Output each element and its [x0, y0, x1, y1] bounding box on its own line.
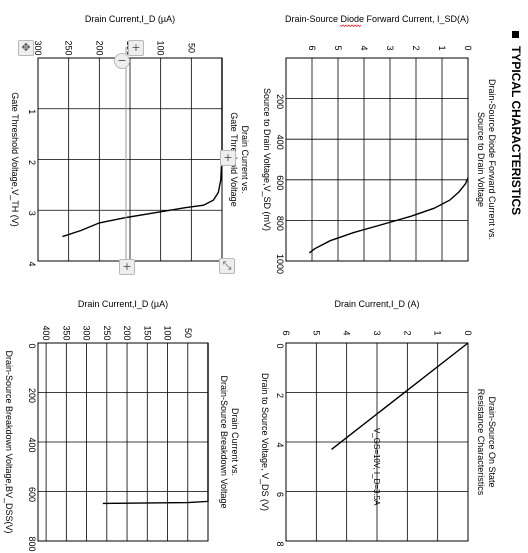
x-tick-label: 800 [27, 536, 37, 551]
x-tick-label: 4 [27, 261, 37, 266]
y-axis-label: Drain-Source Diode Forward Current, I_SD… [285, 14, 469, 24]
x-tick-label: 200 [275, 94, 285, 109]
y-tick-label: 50 [186, 43, 196, 53]
chart-title: Drain-Source Breakdown Voltage [219, 375, 229, 508]
x-tick-label: 4 [275, 442, 285, 447]
chart-title: Drain-Source Diode Forward Current vs. [487, 79, 497, 240]
x-tick-label: 2 [27, 160, 37, 165]
chart-title: Source to Drain Voltage [476, 112, 486, 207]
zoom-in-button[interactable]: + [128, 40, 144, 56]
y-tick-label: 250 [102, 325, 112, 340]
y-tick-label: 1 [437, 45, 447, 50]
y-tick-label: 100 [163, 325, 173, 340]
y-tick-label: 2 [402, 330, 412, 335]
x-axis-label: Source to Drain Voltage,V_SD (mV) [262, 88, 272, 231]
y-tick-label: 300 [82, 325, 92, 340]
x-tick-label: 400 [275, 135, 285, 150]
y-tick-label: 1 [433, 330, 443, 335]
add-point-button[interactable]: + [220, 150, 236, 166]
x-tick-label: 0 [275, 343, 285, 348]
y-tick-label: 6 [307, 45, 317, 50]
series-line [308, 177, 469, 254]
x-tick-label: 800 [275, 216, 285, 231]
y-tick-label: 50 [183, 328, 193, 338]
x-tick-label: 600 [27, 487, 37, 502]
x-tick-label: 8 [275, 541, 285, 546]
add-point-button-bottom[interactable]: + [119, 259, 135, 275]
plot-frame [285, 342, 469, 542]
y-axis-label: Drain Current,I_D (µA) [78, 299, 168, 309]
y-tick-label: 4 [342, 330, 352, 335]
section-title: TYPICAL CHARACTERISTICS [509, 46, 523, 215]
series-annotation: V_GS=10V, I_D=3.5A [372, 428, 381, 506]
y-tick-label: 4 [359, 45, 369, 50]
x-tick-label: 400 [27, 437, 37, 452]
y-tick-label: 6 [281, 330, 291, 335]
chart-title: Drain Current vs. [230, 408, 240, 476]
x-tick-label: 0 [27, 343, 37, 348]
y-tick-label: 350 [61, 325, 71, 340]
chart-diode-forward: 200 400 600 800 1000 0 1 2 3 4 5 6 Drain-Source Diod… [262, 14, 497, 274]
y-axis-label: Drain Current,I_D (µA) [85, 14, 175, 24]
x-tick-label: 1000 [275, 254, 285, 274]
y-tick-label: 300 [33, 40, 43, 55]
series-line [62, 58, 223, 238]
y-tick-label: 400 [41, 325, 51, 340]
y-tick-label: 5 [333, 45, 343, 50]
move-icon[interactable]: ✥ [18, 40, 34, 56]
chart-title: Resistance Characteristics [476, 389, 486, 496]
chart-breakdown-voltage: 0 200 400 600 800 50 100 150 200 250 300 350 400 Drai… [4, 299, 240, 552]
x-tick-label: 1 [27, 109, 37, 114]
x-tick-label: 2 [275, 393, 285, 398]
plot-frame [285, 57, 469, 262]
chart-title: Drain Current vs. [240, 125, 250, 193]
x-tick-label: 600 [275, 175, 285, 190]
y-tick-label: 0 [463, 45, 473, 50]
y-axis-label: Drain Current,I_D (A) [334, 299, 419, 309]
zoom-out-button[interactable]: − [114, 53, 130, 69]
x-axis-label: Gate Threshold Voltage,V_TH (V) [10, 92, 20, 226]
x-tick-label: 6 [275, 492, 285, 497]
y-tick-label: 2 [411, 45, 421, 50]
x-axis-label: Drain-Source Breakdown Voltage,BV_DSS(V) [4, 350, 14, 533]
y-tick-label: 100 [156, 40, 166, 55]
x-tick-label: 200 [27, 388, 37, 403]
y-tick-label: 3 [385, 45, 395, 50]
y-tick-label: 150 [142, 325, 152, 340]
y-tick-label: 200 [94, 40, 104, 55]
series-line [331, 342, 469, 450]
y-tick-label: 3 [372, 330, 382, 335]
series-line [102, 343, 209, 505]
section-bullet [512, 31, 519, 38]
expand-icon[interactable]: ⤡ [219, 258, 235, 274]
y-tick-label: 5 [311, 330, 321, 335]
y-tick-label: 250 [64, 40, 74, 55]
x-tick-label: 3 [27, 211, 37, 216]
chart-title: Drain-Source On State [487, 396, 497, 487]
y-tick-label: 0 [463, 330, 473, 335]
chart-on-state-resistance: 0 2 4 6 8 0 1 2 3 4 5 6 Drain-Source On StateResista… [260, 299, 497, 547]
x-axis-label: Drain to Source Voltage, V_DS (V) [260, 373, 270, 511]
y-tick-label: 200 [122, 325, 132, 340]
spellcheck-squiggle [339, 24, 362, 28]
